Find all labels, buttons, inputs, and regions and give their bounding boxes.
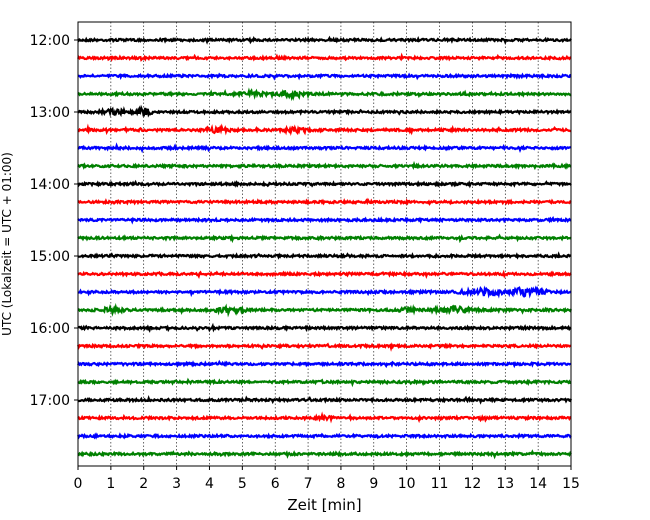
y-tick-label-17:00: 17:00 xyxy=(30,393,70,409)
x-tick-label-14: 14 xyxy=(529,476,547,492)
trace-3 xyxy=(77,72,572,81)
trace-23 xyxy=(76,432,572,440)
x-tick-label-7: 7 xyxy=(304,476,313,492)
x-tick-label-6: 6 xyxy=(271,476,280,492)
trace-22 xyxy=(77,411,572,424)
trace-15 xyxy=(77,285,572,299)
x-tick-label-0: 0 xyxy=(74,476,83,492)
trace-10 xyxy=(77,197,572,207)
x-tick-label-3: 3 xyxy=(172,476,181,492)
x-tick-label-13: 13 xyxy=(496,476,514,492)
x-axis-label: Zeit [min] xyxy=(287,496,361,514)
trace-11 xyxy=(77,216,572,225)
trace-7 xyxy=(77,142,572,154)
trace-20 xyxy=(77,377,572,388)
x-tick-label-4: 4 xyxy=(205,476,214,492)
x-tick-label-11: 11 xyxy=(431,476,449,492)
seismogram-traces xyxy=(76,35,573,460)
trace-24 xyxy=(77,449,572,460)
y-tick-label-12:00: 12:00 xyxy=(30,33,70,49)
x-tick-label-10: 10 xyxy=(398,476,416,492)
trace-13 xyxy=(77,251,572,260)
trace-1 xyxy=(77,35,572,45)
x-tick-label-2: 2 xyxy=(139,476,148,492)
trace-9 xyxy=(76,179,572,189)
trace-19 xyxy=(77,359,572,369)
trace-21 xyxy=(77,394,573,405)
plot-frame xyxy=(77,21,572,467)
trace-17 xyxy=(77,322,572,333)
y-tick-label-16:00: 16:00 xyxy=(30,321,70,337)
y-axis-ticks: 12:00 13:00 14:00 15:00 16:00 17:00 xyxy=(30,33,78,409)
y-tick-label-15:00: 15:00 xyxy=(30,249,70,265)
trace-6 xyxy=(77,123,572,136)
y-tick-label-14:00: 14:00 xyxy=(30,177,70,193)
x-axis-ticks: 0 1 2 3 4 5 6 7 8 9 10 11 12 13 14 15 xyxy=(74,466,580,492)
y-axis-label: UTC (Lokalzeit = UTC + 01:00) xyxy=(0,152,14,336)
trace-14 xyxy=(77,269,572,280)
trace-12 xyxy=(77,233,572,244)
x-tick-label-12: 12 xyxy=(463,476,481,492)
trace-16 xyxy=(77,302,572,318)
y-tick-label-13:00: 13:00 xyxy=(30,105,70,121)
trace-4 xyxy=(77,87,572,102)
trace-8 xyxy=(77,160,572,171)
x-tick-label-9: 9 xyxy=(369,476,378,492)
x-tick-label-1: 1 xyxy=(106,476,115,492)
trace-2 xyxy=(77,52,572,62)
trace-5 xyxy=(77,104,572,118)
trace-18 xyxy=(76,342,572,352)
x-tick-label-8: 8 xyxy=(336,476,345,492)
x-tick-label-15: 15 xyxy=(562,476,580,492)
x-tick-label-5: 5 xyxy=(238,476,247,492)
